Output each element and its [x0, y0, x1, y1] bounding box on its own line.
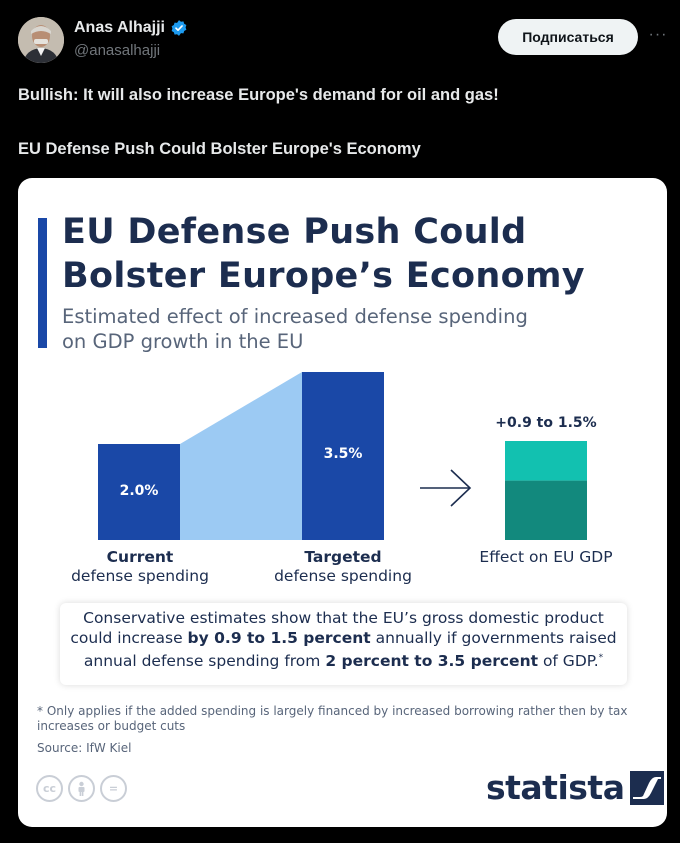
avatar[interactable]	[18, 17, 64, 63]
author-handle[interactable]: @anasalhajji	[74, 42, 161, 59]
category-current-label: Current	[106, 548, 174, 566]
bar-targeted	[302, 372, 384, 540]
category-current-sub: defense spending	[71, 567, 209, 585]
follow-button[interactable]: Подписаться	[498, 19, 638, 55]
no-derivatives-icon[interactable]: =	[100, 775, 127, 802]
chart-title-line-2: Bolster Europe’s Economy	[62, 256, 585, 296]
effect-bar-upper	[505, 441, 587, 481]
tweet-text-line-2: EU Defense Push Could Bolster Europe's E…	[18, 140, 421, 158]
callout-text: Conservative estimates show that the EU’…	[70, 609, 617, 671]
chart-subtitle-line-2: on GDP growth in the EU	[62, 330, 304, 353]
source-note: Source: IfW Kiel	[37, 741, 132, 755]
license-icons: cc =	[36, 775, 127, 802]
effect-caption: Effect on EU GDP	[479, 548, 613, 566]
bar-current	[98, 444, 180, 540]
tweet-header: Anas Alhajji @anasalhajji Подписаться ··…	[0, 0, 680, 70]
chart-svg: 2.0% 3.5% +0.9 to 1.5%	[98, 372, 597, 540]
tweet-text-line-1: Bullish: It will also increase Europe's …	[18, 86, 499, 104]
more-options-icon[interactable]: ···	[648, 26, 668, 43]
person-icon	[78, 781, 85, 796]
chart-subtitle-line-1: Estimated effect of increased defense sp…	[62, 305, 528, 328]
author-block: Anas Alhajji @anasalhajji	[74, 18, 188, 59]
author-name[interactable]: Anas Alhajji	[74, 19, 165, 36]
chart-title: EU Defense Push Could Bolster Europe’s E…	[62, 210, 622, 298]
category-targeted-sub: defense spending	[274, 567, 412, 585]
verified-badge-icon	[171, 20, 187, 36]
footnote: * Only applies if the added spending is …	[37, 704, 628, 733]
infographic-card[interactable]: EU Defense Push Could Bolster Europe’s E…	[18, 178, 667, 827]
statista-logo[interactable]: statista	[486, 768, 665, 807]
chart-title-line-1: EU Defense Push Could	[62, 212, 527, 252]
bar-targeted-value-label: 3.5%	[324, 446, 363, 462]
effect-range-label: +0.9 to 1.5%	[495, 415, 596, 431]
bar-connector	[180, 372, 302, 540]
chart-subtitle: Estimated effect of increased defense sp…	[62, 304, 622, 354]
statista-mark-icon	[630, 770, 665, 805]
bar-current-value-label: 2.0%	[120, 483, 159, 499]
effect-bar-lower	[505, 480, 587, 540]
cc-icon[interactable]: cc	[36, 775, 63, 802]
arrow-right-icon	[420, 469, 472, 507]
attribution-person-icon[interactable]	[68, 775, 95, 802]
callout-box: Conservative estimates show that the EU’…	[60, 603, 627, 685]
brand-name: statista	[486, 768, 625, 807]
avatar-image	[18, 17, 64, 63]
title-accent-bar	[38, 218, 47, 348]
category-targeted-label: Targeted	[304, 548, 382, 566]
